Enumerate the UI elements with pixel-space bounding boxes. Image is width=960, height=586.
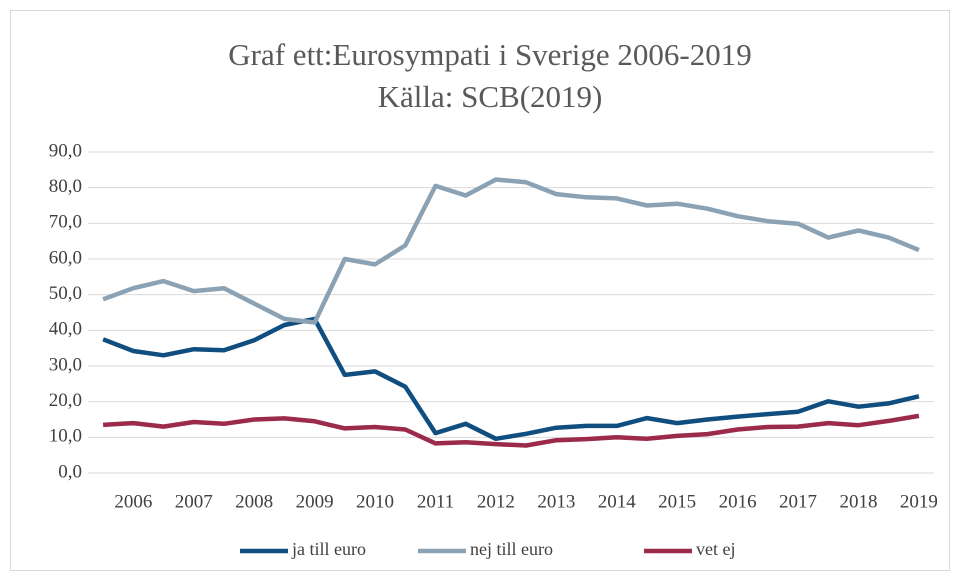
- y-tick-label: 40,0: [49, 319, 82, 340]
- x-tick-label: 2013: [537, 491, 575, 512]
- y-tick-label: 60,0: [49, 247, 82, 268]
- x-tick-label: 2007: [175, 491, 213, 512]
- x-tick-label: 2010: [356, 491, 394, 512]
- x-tick-label: 2012: [477, 491, 515, 512]
- x-tick-label: 2014: [598, 491, 637, 512]
- x-tick-label: 2008: [235, 491, 273, 512]
- chart-subtitle: Källa: SCB(2019): [378, 79, 603, 114]
- y-tick-label: 90,0: [49, 140, 82, 161]
- chart-border: [10, 10, 950, 571]
- x-tick-label: 2019: [900, 491, 938, 512]
- x-tick-label: 2011: [417, 491, 454, 512]
- y-tick-label: 80,0: [49, 176, 82, 197]
- y-tick-label: 10,0: [49, 426, 82, 447]
- x-tick-label: 2009: [296, 491, 334, 512]
- y-tick-label: 50,0: [49, 283, 82, 304]
- y-tick-label: 30,0: [49, 354, 82, 375]
- legend-label: nej till euro: [470, 539, 553, 559]
- legend-label: vet ej: [696, 539, 735, 559]
- y-tick-label: 70,0: [49, 212, 82, 233]
- line-series: [102, 316, 920, 442]
- x-tick-label: 2016: [719, 491, 757, 512]
- x-tick-label: 2018: [839, 491, 877, 512]
- line-series: [102, 413, 920, 448]
- line-series: [102, 177, 920, 325]
- y-tick-label: 20,0: [49, 390, 82, 411]
- legend-label: ja till euro: [291, 539, 366, 559]
- x-tick-label: 2017: [779, 491, 817, 512]
- chart-title: Graf ett:Eurosympati i Sverige 2006-2019: [228, 37, 751, 72]
- x-tick-label: 2015: [658, 491, 696, 512]
- x-tick-label: 2006: [114, 491, 152, 512]
- y-tick-label: 0,0: [58, 461, 82, 482]
